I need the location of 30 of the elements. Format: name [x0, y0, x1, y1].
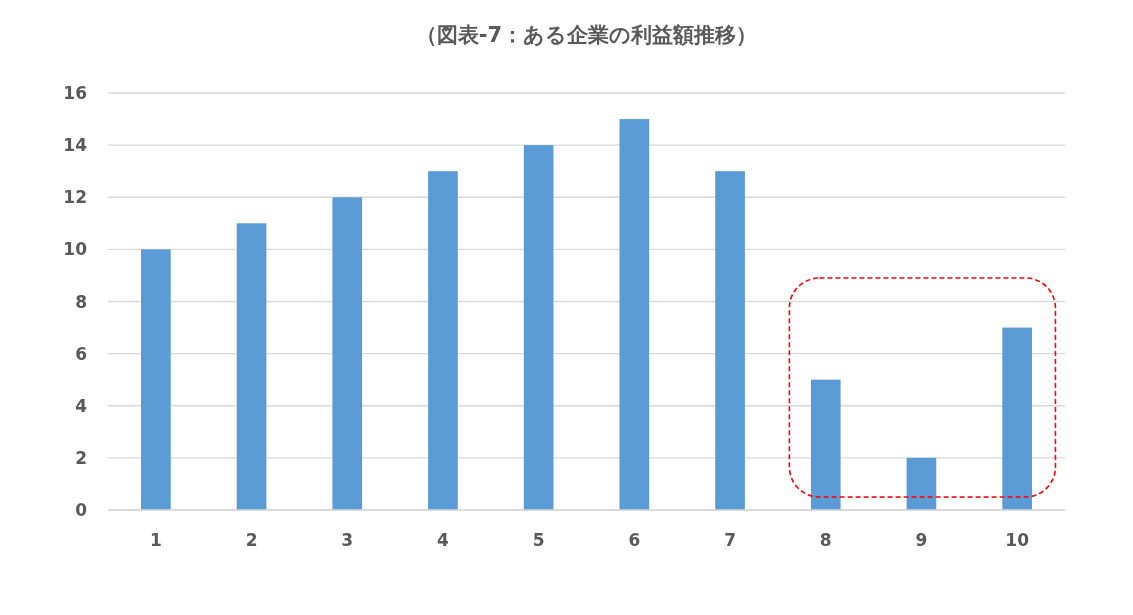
y-tick-label: 8 — [75, 291, 87, 312]
bar — [1002, 327, 1032, 510]
x-tick-label: 3 — [341, 530, 354, 550]
bar — [141, 249, 171, 510]
y-tick-label: 16 — [63, 83, 87, 103]
y-tick-label: 4 — [75, 395, 88, 416]
x-tick-label: 4 — [437, 530, 450, 550]
bar — [619, 119, 650, 510]
x-tick-label: 5 — [532, 530, 545, 550]
y-tick-label: 10 — [63, 239, 88, 260]
bar — [715, 171, 745, 510]
bar — [523, 145, 554, 510]
x-tick-label: 10 — [1005, 530, 1030, 550]
x-tick-label: 7 — [724, 530, 736, 550]
x-tick-label: 9 — [915, 530, 928, 550]
chart-title: （図表-7：ある企業の利益額推移） — [415, 23, 758, 47]
x-tick-label: 8 — [819, 530, 832, 550]
x-tick-label: 6 — [628, 530, 641, 550]
bar — [332, 197, 363, 510]
x-tick-label: 1 — [149, 530, 162, 550]
bar — [810, 379, 841, 510]
y-tick-label: 12 — [63, 187, 87, 208]
y-tick-label: 2 — [75, 447, 87, 468]
x-tick-label: 2 — [245, 530, 258, 550]
y-tick-label: 6 — [75, 343, 87, 364]
bar — [428, 171, 458, 510]
y-tick-label: 0 — [75, 500, 88, 520]
y-tick-label: 14 — [63, 135, 88, 156]
bar — [236, 223, 267, 510]
bar — [906, 457, 937, 510]
